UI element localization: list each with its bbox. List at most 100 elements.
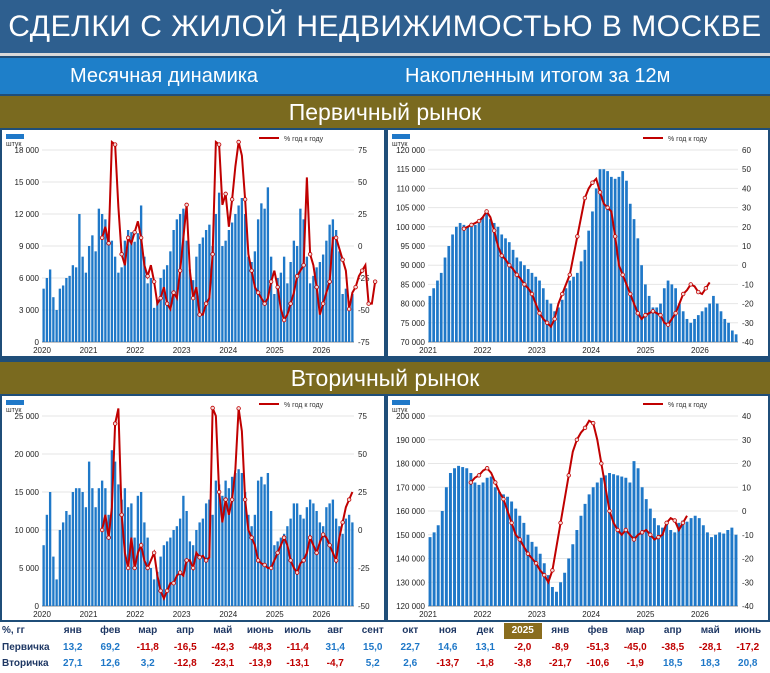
- bar: [621, 171, 625, 342]
- bar: [204, 230, 208, 342]
- bar: [493, 487, 497, 606]
- bar: [182, 208, 185, 342]
- bar: [84, 272, 88, 342]
- table-header-cell: ноя: [438, 625, 457, 636]
- x-tick: 2022: [473, 610, 491, 619]
- line-point: [643, 312, 648, 318]
- table-cell: -21,7: [548, 658, 572, 669]
- line-point: [210, 252, 215, 257]
- bar: [481, 482, 485, 606]
- bar: [568, 280, 572, 342]
- y-tick-left: 110 000: [397, 184, 426, 193]
- bar: [341, 533, 344, 606]
- bar: [156, 571, 159, 606]
- bar: [97, 208, 101, 342]
- y-tick-right: 20: [742, 223, 751, 232]
- line-series: [99, 139, 378, 323]
- bar: [162, 545, 166, 606]
- line-point: [567, 272, 572, 277]
- bar: [266, 187, 270, 342]
- line-point: [514, 272, 520, 277]
- bar: [616, 475, 620, 606]
- line-point: [509, 520, 514, 526]
- bar: [470, 226, 473, 342]
- bar: [315, 267, 318, 342]
- bar: [647, 295, 651, 342]
- line-point: [164, 301, 170, 306]
- y-tick-right: 40: [742, 412, 751, 421]
- bar: [227, 230, 231, 342]
- line-point: [574, 437, 580, 442]
- table-cell: -38,5: [661, 642, 685, 653]
- legend-bar-swatch: [392, 400, 410, 405]
- chart-panel-secondary-monthly: штук % год к году 0 5 000 10 000 15 000 20 000…: [2, 396, 384, 620]
- line-point: [599, 461, 604, 466]
- line-point: [236, 406, 241, 411]
- table-header-cell: янв: [551, 625, 570, 636]
- bar: [299, 514, 302, 606]
- line-point: [672, 518, 677, 523]
- bar: [541, 288, 545, 342]
- line-point: [605, 205, 610, 210]
- line-point: [582, 425, 588, 431]
- bar: [575, 272, 579, 342]
- bar: [87, 461, 91, 606]
- bar: [648, 508, 652, 606]
- bar: [685, 318, 689, 342]
- bar: [428, 537, 432, 606]
- y-tick-left: 160 000: [396, 507, 425, 516]
- line-point: [372, 279, 378, 284]
- bar: [318, 522, 322, 606]
- bar: [542, 563, 546, 606]
- y-tick-right: -20: [742, 300, 754, 309]
- x-tick: 2025: [637, 346, 655, 355]
- bar: [263, 208, 266, 342]
- bar: [315, 511, 318, 606]
- line-point: [164, 588, 170, 593]
- bar: [530, 272, 534, 342]
- bar: [217, 484, 221, 606]
- bar: [546, 575, 550, 606]
- bar: [481, 217, 485, 342]
- y-tick-left: 105 000: [396, 204, 425, 213]
- line-point: [132, 565, 137, 571]
- table-cell: -45,0: [623, 642, 647, 653]
- table-cell: 3,2: [140, 658, 155, 669]
- table-row-label: Первичка: [2, 642, 50, 653]
- table-cell: -51,3: [586, 642, 610, 653]
- bar: [344, 518, 348, 606]
- y-tick-right: -40: [742, 602, 754, 611]
- bar: [710, 537, 713, 606]
- bar: [338, 526, 341, 606]
- y-tick-right: 75: [358, 412, 367, 421]
- line-point: [346, 497, 352, 502]
- table-header-cell: дек: [476, 625, 494, 636]
- bar: [444, 487, 448, 606]
- line-point: [138, 235, 144, 240]
- line-point: [612, 234, 618, 239]
- line-point: [294, 570, 300, 575]
- bar: [191, 545, 195, 606]
- line-point: [242, 197, 248, 202]
- yoy-table: %, гг янв фев мар апр май июнь июль авг сент окт но…: [0, 622, 770, 673]
- bar: [149, 278, 153, 342]
- bar: [230, 222, 234, 342]
- bar: [640, 487, 644, 606]
- line-point: [125, 565, 131, 571]
- y-tick-right: 75: [358, 146, 367, 155]
- line-point: [696, 289, 701, 295]
- line-point: [145, 565, 150, 571]
- y-tick-left: 6 000: [19, 274, 40, 283]
- bar: [689, 518, 693, 606]
- bar: [78, 214, 81, 342]
- chart-secondary-cumulative: штук % год к году 120 000 130 000 140 000 150…: [392, 400, 754, 619]
- legend: штук % год к году: [392, 400, 708, 414]
- bar: [305, 256, 309, 342]
- bar: [91, 235, 94, 342]
- bar: [325, 507, 328, 606]
- x-tick: 2021: [80, 346, 98, 355]
- y-tick-left: 100 000: [396, 223, 425, 232]
- bar: [321, 254, 325, 342]
- bar: [477, 484, 481, 606]
- bar: [178, 518, 182, 606]
